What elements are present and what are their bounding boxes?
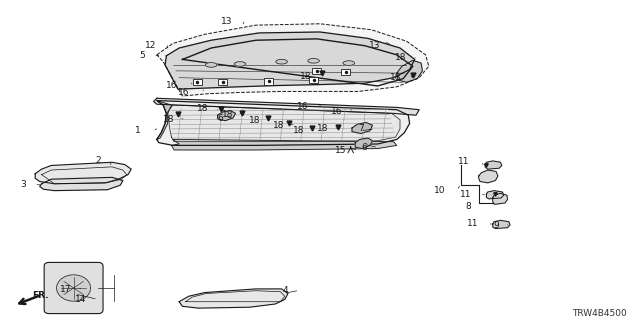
FancyBboxPatch shape <box>264 78 273 84</box>
Polygon shape <box>397 60 422 82</box>
Polygon shape <box>179 289 288 308</box>
Polygon shape <box>493 193 508 204</box>
FancyBboxPatch shape <box>341 69 350 76</box>
Text: 18: 18 <box>273 121 284 130</box>
Text: 3: 3 <box>20 180 26 189</box>
Polygon shape <box>485 161 502 169</box>
Ellipse shape <box>343 61 355 65</box>
Text: 11: 11 <box>467 220 479 228</box>
Text: 18: 18 <box>197 104 209 113</box>
Text: 6: 6 <box>361 143 367 152</box>
Polygon shape <box>165 32 415 89</box>
Text: 18: 18 <box>395 53 406 62</box>
Text: 9: 9 <box>493 221 499 230</box>
FancyBboxPatch shape <box>193 79 202 85</box>
Text: 11: 11 <box>460 190 471 199</box>
Polygon shape <box>486 191 504 199</box>
Polygon shape <box>154 98 419 115</box>
Polygon shape <box>172 140 397 150</box>
Text: 5: 5 <box>139 51 145 60</box>
Polygon shape <box>218 111 236 121</box>
Text: 10: 10 <box>434 186 445 195</box>
Ellipse shape <box>234 62 246 66</box>
Polygon shape <box>157 100 172 140</box>
Text: 17: 17 <box>60 285 72 294</box>
Text: 12: 12 <box>145 41 156 50</box>
Text: 16: 16 <box>297 101 308 110</box>
Text: 18: 18 <box>221 110 233 119</box>
Text: 14: 14 <box>75 295 86 304</box>
Text: 8: 8 <box>465 202 471 211</box>
Polygon shape <box>157 24 429 96</box>
Polygon shape <box>35 162 131 184</box>
Text: 6: 6 <box>217 114 223 123</box>
FancyBboxPatch shape <box>44 262 103 314</box>
Polygon shape <box>355 138 372 148</box>
Text: 18: 18 <box>300 72 312 81</box>
Text: 16: 16 <box>166 82 178 91</box>
Text: 1: 1 <box>135 126 141 135</box>
Text: TRW4B4500: TRW4B4500 <box>572 309 627 318</box>
Text: 16: 16 <box>178 88 189 97</box>
Ellipse shape <box>308 59 319 63</box>
Ellipse shape <box>276 60 287 64</box>
Text: 4: 4 <box>282 286 288 295</box>
Polygon shape <box>493 220 510 228</box>
Polygon shape <box>40 177 123 191</box>
Text: 11: 11 <box>458 157 469 166</box>
Text: 13: 13 <box>369 41 381 50</box>
Text: 13: 13 <box>221 18 232 27</box>
Text: 18: 18 <box>390 73 401 82</box>
Text: 16: 16 <box>331 107 342 116</box>
Polygon shape <box>168 105 400 142</box>
Ellipse shape <box>205 63 217 67</box>
Polygon shape <box>479 170 498 183</box>
Text: 18: 18 <box>249 116 260 125</box>
Polygon shape <box>352 123 372 133</box>
FancyBboxPatch shape <box>218 79 227 85</box>
Text: 15: 15 <box>335 146 347 155</box>
Ellipse shape <box>56 275 91 301</box>
FancyBboxPatch shape <box>309 77 318 83</box>
Text: 18: 18 <box>293 126 305 135</box>
Text: 2: 2 <box>95 156 101 165</box>
Polygon shape <box>157 100 410 145</box>
Text: 7: 7 <box>358 124 364 133</box>
Text: 18: 18 <box>317 124 328 133</box>
Text: FR.: FR. <box>32 291 49 300</box>
FancyBboxPatch shape <box>312 68 321 74</box>
Text: 18: 18 <box>163 115 174 124</box>
